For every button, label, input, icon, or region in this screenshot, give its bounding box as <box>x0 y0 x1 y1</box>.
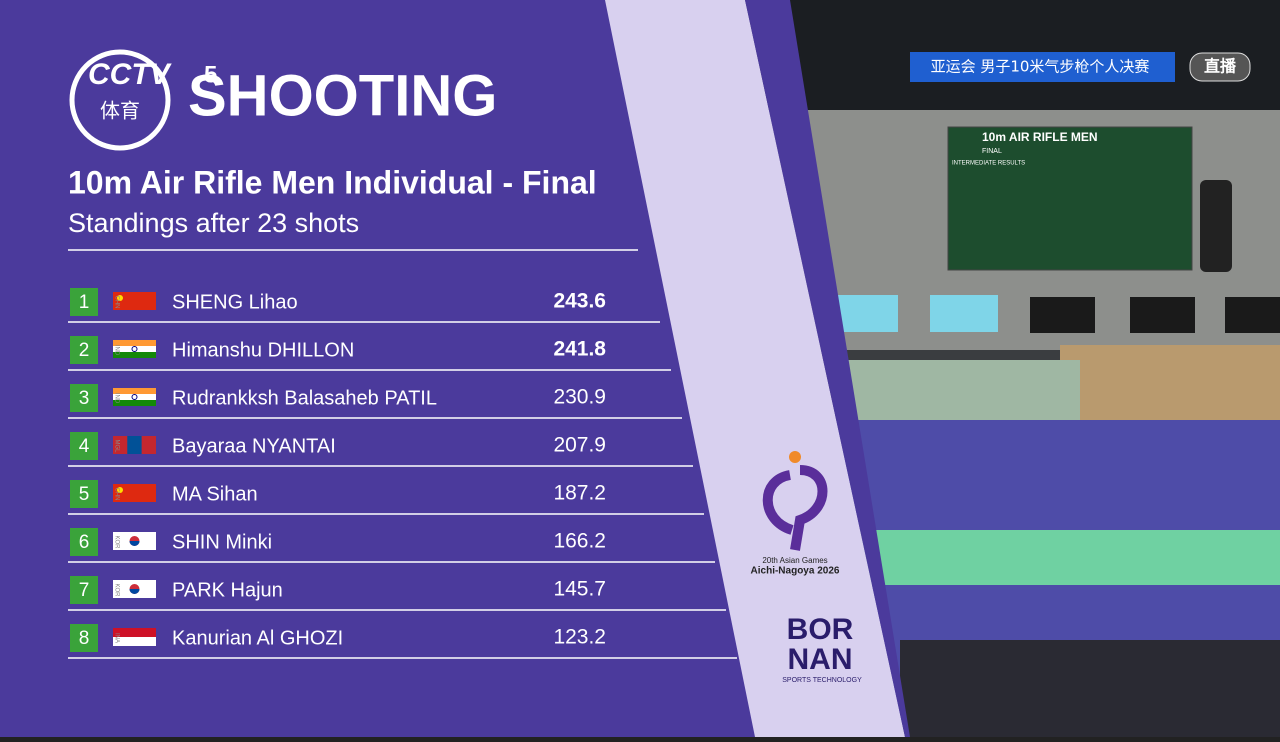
score: 123.2 <box>553 626 606 649</box>
venue-firing-line <box>840 530 1280 585</box>
venue-board-title: 10m AIR RIFLE MEN <box>982 130 1098 144</box>
score: 187.2 <box>553 482 606 505</box>
score: 243.6 <box>553 290 606 313</box>
channel-logo <box>69 49 171 151</box>
athlete-name: SHIN Minki <box>172 531 272 553</box>
rank-box <box>70 288 98 316</box>
sponsor-line2: NAN <box>788 643 853 676</box>
athlete-name: MA Sihan <box>172 483 258 505</box>
flag <box>113 346 156 352</box>
live-badge-text: 直播 <box>1204 57 1237 76</box>
panel-stripe <box>605 0 905 737</box>
rank: 2 <box>79 340 90 361</box>
country-code: IND <box>113 393 119 404</box>
flag-wheel <box>131 394 138 400</box>
score: 241.8 <box>553 338 606 361</box>
title: 10m Air Rifle Men Individual - Final <box>68 164 597 200</box>
rank-box <box>70 576 98 604</box>
flag <box>113 400 156 406</box>
venue-board-label: INTERMEDIATE RESULTS <box>952 161 1025 167</box>
country-code: CHN <box>113 296 119 309</box>
flag <box>141 436 156 454</box>
venue-screen <box>930 295 998 332</box>
subtitle: Standings after 23 shots <box>68 208 359 238</box>
rank-box <box>70 480 98 508</box>
flag <box>113 394 156 400</box>
channel-name: CCTV <box>88 58 173 91</box>
speaker <box>1200 180 1232 272</box>
flag <box>113 637 156 646</box>
venue-board <box>947 126 1193 271</box>
athlete-name: Bayaraa NYANTAI <box>172 435 336 457</box>
sponsor-line1: BOR <box>787 613 854 646</box>
games-logo-line2: Aichi-Nagoya 2026 <box>751 566 840 577</box>
score: 145.7 <box>553 578 606 601</box>
flag <box>113 628 156 637</box>
flag-wheel <box>131 346 138 352</box>
rank-box <box>70 384 98 412</box>
channel-number: 5 <box>204 61 217 88</box>
audience <box>900 640 1280 737</box>
athlete-name: Himanshu DHILLON <box>172 339 354 361</box>
live-badge <box>1189 52 1251 82</box>
venue-targets <box>840 360 1080 420</box>
country-code: MGL <box>113 439 119 453</box>
flag <box>113 352 156 358</box>
score: 207.9 <box>553 434 606 457</box>
venue-screen <box>1225 297 1280 333</box>
broadcast-banner-text: 亚运会 男子10米气步枪个人决赛 <box>931 58 1150 76</box>
athlete-name: SHENG Lihao <box>172 291 298 313</box>
rank: 1 <box>79 292 90 313</box>
athlete-name: Rudrankksh Balasaheb PATIL <box>172 387 437 409</box>
rank-box <box>70 432 98 460</box>
country-code: KOR <box>113 535 119 549</box>
venue-board-phase: FINAL <box>982 148 1002 155</box>
country-code: INA <box>113 633 119 643</box>
channel-sub: 体育 <box>100 99 140 123</box>
rank-box <box>70 624 98 652</box>
flag-taeguk <box>129 589 140 594</box>
score: 230.9 <box>553 386 606 409</box>
rank: 7 <box>79 580 90 601</box>
games-logo-sun <box>789 451 801 463</box>
rank: 3 <box>79 388 90 409</box>
flag <box>113 292 156 310</box>
athlete-name: Kanurian Al GHOZI <box>172 627 343 649</box>
games-logo <box>762 465 828 551</box>
venue-screen <box>1130 297 1195 333</box>
flag-star <box>117 487 123 493</box>
rank: 5 <box>79 484 90 505</box>
country-code: CHN <box>113 488 119 501</box>
flag <box>113 484 156 502</box>
athlete-name: PARK Hajun <box>172 579 283 601</box>
country-code: KOR <box>113 583 119 597</box>
flag-star <box>117 295 123 301</box>
rank: 8 <box>79 628 90 649</box>
venue-screen <box>1030 297 1095 333</box>
rank: 4 <box>79 436 90 457</box>
score: 166.2 <box>553 530 606 553</box>
flag <box>113 388 156 394</box>
country-code: IND <box>113 345 119 356</box>
rank-box <box>70 528 98 556</box>
rank-box <box>70 336 98 364</box>
flag-taeguk <box>129 541 140 546</box>
flag <box>113 340 156 346</box>
broadcast-banner <box>910 52 1175 82</box>
sport: SHOOTING <box>188 63 497 128</box>
panel-edge <box>745 0 910 737</box>
sponsor-tagline: SPORTS TECHNOLOGY <box>782 677 862 684</box>
flag <box>113 436 128 454</box>
flag <box>127 436 142 454</box>
rank: 6 <box>79 532 90 553</box>
games-logo-line1: 20th Asian Games <box>762 556 827 565</box>
